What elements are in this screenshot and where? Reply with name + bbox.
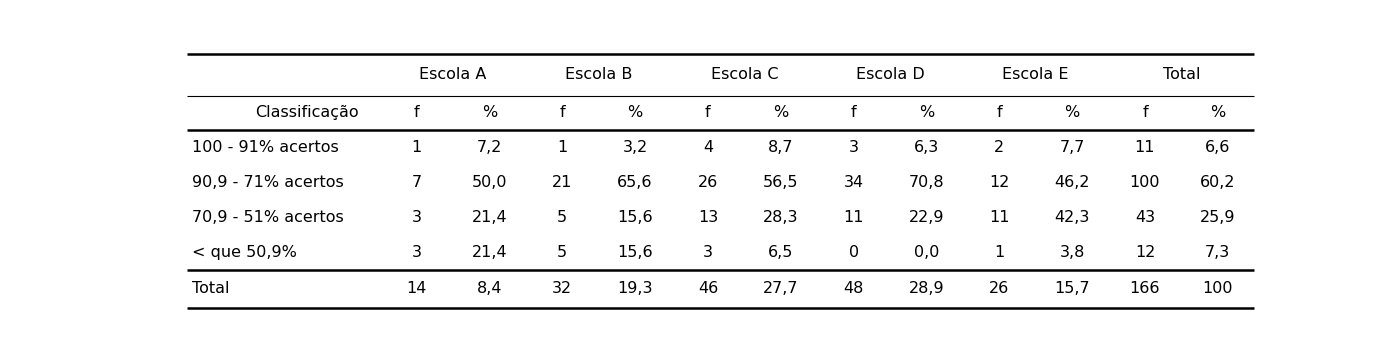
Text: 26: 26 bbox=[990, 281, 1009, 296]
Text: Escola B: Escola B bbox=[565, 67, 632, 82]
Text: Total: Total bbox=[191, 281, 229, 296]
Text: Escola D: Escola D bbox=[856, 67, 924, 82]
Text: 27,7: 27,7 bbox=[764, 281, 799, 296]
Text: Total: Total bbox=[1163, 67, 1201, 82]
Text: 15,7: 15,7 bbox=[1054, 281, 1090, 296]
Text: 19,3: 19,3 bbox=[617, 281, 653, 296]
Text: 4: 4 bbox=[702, 140, 713, 155]
Text: 32: 32 bbox=[553, 281, 572, 296]
Text: 11: 11 bbox=[1135, 140, 1156, 155]
Text: 100: 100 bbox=[1202, 281, 1233, 296]
Text: 8,7: 8,7 bbox=[768, 140, 793, 155]
Text: 46,2: 46,2 bbox=[1054, 175, 1090, 190]
Text: 1: 1 bbox=[994, 245, 1004, 260]
Text: 1: 1 bbox=[557, 140, 567, 155]
Text: 70,9 - 51% acertos: 70,9 - 51% acertos bbox=[191, 210, 343, 225]
Text: 3: 3 bbox=[412, 210, 422, 225]
Text: 15,6: 15,6 bbox=[617, 210, 653, 225]
Text: 42,3: 42,3 bbox=[1054, 210, 1090, 225]
Text: 34: 34 bbox=[843, 175, 864, 190]
Text: 7,7: 7,7 bbox=[1060, 140, 1085, 155]
Text: 60,2: 60,2 bbox=[1201, 175, 1235, 190]
Text: %: % bbox=[482, 105, 497, 120]
Text: 6,3: 6,3 bbox=[914, 140, 940, 155]
Text: 26: 26 bbox=[698, 175, 718, 190]
Text: 21: 21 bbox=[551, 175, 572, 190]
Text: 14: 14 bbox=[406, 281, 427, 296]
Text: 12: 12 bbox=[990, 175, 1009, 190]
Text: f: f bbox=[997, 105, 1002, 120]
Text: 6,5: 6,5 bbox=[768, 245, 793, 260]
Text: %: % bbox=[627, 105, 642, 120]
Text: Classificação: Classificação bbox=[255, 105, 359, 120]
Text: 7,2: 7,2 bbox=[476, 140, 503, 155]
Text: 3,2: 3,2 bbox=[623, 140, 648, 155]
Text: f: f bbox=[850, 105, 856, 120]
Text: f: f bbox=[560, 105, 565, 120]
Text: 90,9 - 71% acertos: 90,9 - 71% acertos bbox=[191, 175, 343, 190]
Text: 166: 166 bbox=[1129, 281, 1160, 296]
Text: 3: 3 bbox=[702, 245, 713, 260]
Text: 3: 3 bbox=[412, 245, 422, 260]
Text: 65,6: 65,6 bbox=[617, 175, 653, 190]
Text: 3: 3 bbox=[849, 140, 859, 155]
Text: 0,0: 0,0 bbox=[914, 245, 940, 260]
Text: 1: 1 bbox=[412, 140, 422, 155]
Text: 0: 0 bbox=[849, 245, 859, 260]
Text: 6,6: 6,6 bbox=[1205, 140, 1230, 155]
Text: 46: 46 bbox=[698, 281, 718, 296]
Text: 28,3: 28,3 bbox=[764, 210, 799, 225]
Text: 15,6: 15,6 bbox=[617, 245, 653, 260]
Text: 11: 11 bbox=[988, 210, 1009, 225]
Text: f: f bbox=[1142, 105, 1148, 120]
Text: < que 50,9%: < que 50,9% bbox=[191, 245, 297, 260]
Text: %: % bbox=[773, 105, 789, 120]
Text: 22,9: 22,9 bbox=[909, 210, 944, 225]
Text: %: % bbox=[919, 105, 934, 120]
Text: 5: 5 bbox=[557, 245, 567, 260]
Text: 21,4: 21,4 bbox=[472, 245, 507, 260]
Text: 3,8: 3,8 bbox=[1060, 245, 1085, 260]
Text: 11: 11 bbox=[843, 210, 864, 225]
Text: 28,9: 28,9 bbox=[909, 281, 944, 296]
Text: Escola C: Escola C bbox=[711, 67, 778, 82]
Text: Escola A: Escola A bbox=[419, 67, 487, 82]
Text: 21,4: 21,4 bbox=[472, 210, 507, 225]
Text: 5: 5 bbox=[557, 210, 567, 225]
Text: 8,4: 8,4 bbox=[476, 281, 503, 296]
Text: 48: 48 bbox=[843, 281, 864, 296]
Text: 50,0: 50,0 bbox=[472, 175, 507, 190]
Text: f: f bbox=[413, 105, 419, 120]
Text: %: % bbox=[1065, 105, 1079, 120]
Text: 43: 43 bbox=[1135, 210, 1154, 225]
Text: Escola E: Escola E bbox=[1002, 67, 1069, 82]
Text: 56,5: 56,5 bbox=[764, 175, 799, 190]
Text: 100: 100 bbox=[1129, 175, 1160, 190]
Text: %: % bbox=[1210, 105, 1226, 120]
Text: 13: 13 bbox=[698, 210, 718, 225]
Text: 25,9: 25,9 bbox=[1201, 210, 1235, 225]
Text: 100 - 91% acertos: 100 - 91% acertos bbox=[191, 140, 339, 155]
Text: f: f bbox=[705, 105, 711, 120]
Text: 2: 2 bbox=[994, 140, 1004, 155]
Text: 7,3: 7,3 bbox=[1205, 245, 1230, 260]
Text: 12: 12 bbox=[1135, 245, 1154, 260]
Text: 70,8: 70,8 bbox=[909, 175, 944, 190]
Text: 7: 7 bbox=[412, 175, 422, 190]
